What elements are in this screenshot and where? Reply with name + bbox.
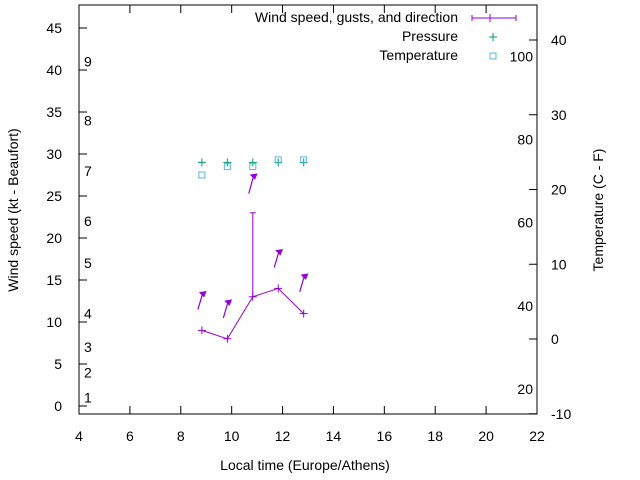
fahrenheit-label: 100 bbox=[510, 48, 534, 64]
temperature-point bbox=[300, 156, 308, 164]
x-tick-label: 10 bbox=[224, 428, 240, 444]
pressure-point bbox=[223, 158, 232, 167]
x-tick-label: 22 bbox=[529, 428, 545, 444]
y-tick-label: 30 bbox=[46, 146, 62, 162]
x-tick-label: 16 bbox=[377, 428, 393, 444]
axis-tick-labels: 4 6 8 10 12 14 16 18 20 22051015202530354045-1001… bbox=[46, 20, 571, 444]
pressure-point bbox=[197, 158, 206, 167]
x-tick-label: 18 bbox=[427, 428, 443, 444]
y-tick-label: 35 bbox=[46, 104, 62, 120]
beaufort-label: 5 bbox=[84, 255, 92, 271]
beaufort-label: 7 bbox=[84, 163, 92, 179]
axis-ticks bbox=[78, 5, 538, 415]
temperature-point bbox=[223, 163, 231, 171]
y-tick-label: 40 bbox=[46, 62, 62, 78]
y2-axis-title: Temperature (C - F) bbox=[590, 149, 606, 272]
legend-pressure-marker bbox=[489, 33, 497, 41]
temperature-point bbox=[274, 156, 282, 164]
fahrenheit-label: 60 bbox=[517, 214, 533, 230]
beaufort-label: 9 bbox=[84, 54, 92, 70]
wind-speed-point bbox=[299, 309, 308, 318]
wind-speed-point bbox=[223, 334, 232, 343]
x-tick-label: 8 bbox=[177, 428, 185, 444]
y-tick-label: 5 bbox=[54, 356, 62, 372]
x-tick-label: 4 bbox=[75, 428, 83, 444]
y2-tick-label: 20 bbox=[551, 182, 567, 198]
y-tick-label: 45 bbox=[46, 20, 62, 36]
beaufort-label: 8 bbox=[84, 112, 92, 128]
wind-direction-arrowhead bbox=[224, 299, 233, 306]
pressure-point bbox=[248, 158, 257, 167]
temperature-point bbox=[249, 163, 257, 171]
fahrenheit-label: 20 bbox=[517, 381, 533, 397]
plot-frame bbox=[78, 4, 538, 415]
legend-pressure-label: Pressure bbox=[402, 28, 458, 44]
y-tick-label: 25 bbox=[46, 188, 62, 204]
wind-direction-arrowhead bbox=[198, 290, 207, 298]
wind-speed-point bbox=[197, 326, 206, 335]
y-tick-label: 20 bbox=[46, 230, 62, 246]
y-tick-label: 0 bbox=[54, 398, 62, 414]
y2-tick-label: 30 bbox=[551, 107, 567, 123]
fahrenheit-label: 80 bbox=[517, 131, 533, 147]
wind-direction-arrowhead bbox=[249, 173, 258, 180]
y2-tick-label: 40 bbox=[551, 32, 567, 48]
legend: Wind speed, gusts, and direction Pressur… bbox=[255, 9, 517, 63]
beaufort-label: 2 bbox=[84, 364, 92, 380]
wind-direction-arrowhead bbox=[300, 273, 309, 280]
y-tick-label: 15 bbox=[46, 272, 62, 288]
plot-border bbox=[78, 4, 538, 415]
beaufort-label: 4 bbox=[84, 306, 92, 322]
beaufort-label: 3 bbox=[84, 339, 92, 355]
x-axis-title: Local time (Europe/Athens) bbox=[220, 457, 390, 473]
data-series bbox=[197, 156, 309, 343]
wind-direction-arrow bbox=[248, 174, 255, 194]
y2-tick-label: -10 bbox=[551, 406, 571, 422]
y-tick-label: 10 bbox=[46, 314, 62, 330]
wind-speed-point bbox=[274, 284, 283, 293]
x-tick-label: 12 bbox=[275, 428, 291, 444]
y2-tick-label: 10 bbox=[551, 256, 567, 272]
wind-direction-arrowhead bbox=[275, 248, 284, 256]
fahrenheit-label: 40 bbox=[517, 298, 533, 314]
x-tick-label: 14 bbox=[326, 428, 342, 444]
temperature-point bbox=[198, 171, 206, 179]
y2-tick-label: 0 bbox=[551, 331, 559, 347]
legend-temperature-marker bbox=[489, 52, 497, 60]
x-tick-label: 20 bbox=[478, 428, 494, 444]
legend-wind-label: Wind speed, gusts, and direction bbox=[255, 9, 458, 25]
beaufort-label: 1 bbox=[84, 390, 92, 406]
x-tick-label: 6 bbox=[126, 428, 134, 444]
beaufort-label: 6 bbox=[84, 213, 92, 229]
y-axis-title: Wind speed (kt - Beaufort) bbox=[5, 128, 21, 291]
legend-temperature-label: Temperature bbox=[379, 47, 458, 63]
wind-speed-point bbox=[248, 292, 257, 301]
